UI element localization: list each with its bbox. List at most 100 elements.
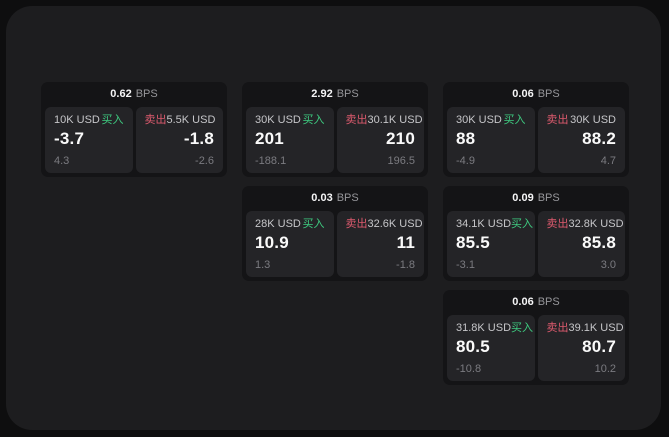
sell-tile[interactable]: 卖出 32.6K USD 11 -1.8 [336,211,424,277]
sell-price: 210 [386,129,415,148]
buy-sub-value: -3.1 [456,259,475,271]
quote-card: 0.09 BPS 34.1K USD 买入 85.5 -3.1 卖出 32.8K… [443,186,629,281]
buy-price: 88 [456,129,476,148]
buy-tile[interactable]: 31.8K USD 买入 80.5 -10.8 [447,315,535,381]
buy-side-label: 买入 [302,218,325,230]
sell-sub-value: 4.7 [600,155,616,167]
sell-sub-value: 3.0 [600,259,616,271]
sell-price: 88.2 [582,129,616,148]
buy-tile[interactable]: 34.1K USD 买入 85.5 -3.1 [447,211,535,277]
quote-card: 0.62 BPS 10K USD 买入 -3.7 4.3 卖出 5.5K USD… [41,82,227,177]
buy-sub-value: 1.3 [255,259,271,271]
tiles-row: 28K USD 买入 10.9 1.3 卖出 32.6K USD 11 -1.8 [242,211,428,281]
buy-sub-value: -188.1 [255,155,287,167]
card-header: 0.03 BPS [242,186,428,211]
bps-unit-label: BPS [537,192,560,204]
sell-side-label: 卖出 [546,114,569,126]
main-panel: 0.62 BPS 10K USD 买入 -3.7 4.3 卖出 5.5K USD… [6,6,661,430]
card-header: 0.62 BPS [41,82,227,107]
tiles-row: 10K USD 买入 -3.7 4.3 卖出 5.5K USD -1.8 -2.… [41,107,227,177]
sell-amount: 32.8K USD [568,218,624,230]
bps-value: 0.03 [311,192,333,204]
buy-side-label: 买入 [511,218,534,230]
sell-tile-header: 卖出 32.8K USD [546,218,624,230]
sell-amount: 39.1K USD [568,322,624,334]
buy-amount: 10K USD [54,114,100,126]
bps-unit-label: BPS [537,88,560,100]
buy-tile[interactable]: 28K USD 买入 10.9 1.3 [246,211,334,277]
sell-tile-header: 卖出 5.5K USD [144,114,216,126]
sell-tile[interactable]: 卖出 30K USD 88.2 4.7 [537,107,625,173]
tiles-row: 31.8K USD 买入 80.5 -10.8 卖出 39.1K USD 80.… [443,315,629,385]
buy-tile-header: 30K USD 买入 [255,114,325,126]
card-header: 2.92 BPS [242,82,428,107]
sell-amount: 30.1K USD [367,114,423,126]
buy-side-label: 买入 [302,114,325,126]
sell-price: 11 [396,233,415,252]
sell-side-label: 卖出 [144,114,167,126]
buy-tile-header: 10K USD 买入 [54,114,124,126]
sell-side-label: 卖出 [546,218,569,230]
card-header: 0.09 BPS [443,186,629,211]
sell-sub-value: 10.2 [594,363,616,375]
sell-tile[interactable]: 卖出 30.1K USD 210 196.5 [336,107,424,173]
sell-tile[interactable]: 卖出 32.8K USD 85.8 3.0 [537,211,625,277]
buy-price: 85.5 [456,233,490,252]
card-header: 0.06 BPS [443,290,629,315]
buy-amount: 28K USD [255,218,301,230]
tiles-row: 34.1K USD 买入 85.5 -3.1 卖出 32.8K USD 85.8… [443,211,629,281]
sell-amount: 30K USD [570,114,616,126]
buy-side-label: 买入 [503,114,526,126]
sell-sub-value: 196.5 [387,155,415,167]
sell-price: -1.8 [183,129,214,148]
sell-amount: 5.5K USD [166,114,216,126]
buy-amount: 30K USD [255,114,301,126]
bps-unit-label: BPS [537,296,560,308]
quote-card: 0.06 BPS 31.8K USD 买入 80.5 -10.8 卖出 39.1… [443,290,629,385]
buy-tile-header: 28K USD 买入 [255,218,325,230]
buy-amount: 30K USD [456,114,502,126]
buy-tile[interactable]: 30K USD 买入 201 -188.1 [246,107,334,173]
quotes-grid: 0.62 BPS 10K USD 买入 -3.7 4.3 卖出 5.5K USD… [41,82,629,385]
bps-unit-label: BPS [135,88,158,100]
sell-side-label: 卖出 [546,322,569,334]
tiles-row: 30K USD 买入 88 -4.9 卖出 30K USD 88.2 4.7 [443,107,629,177]
sell-side-label: 卖出 [345,218,368,230]
bps-value: 0.62 [110,88,132,100]
sell-sub-value: -1.8 [396,259,415,271]
sell-tile-header: 卖出 30.1K USD [345,114,423,126]
sell-tile[interactable]: 卖出 5.5K USD -1.8 -2.6 [135,107,223,173]
buy-tile-header: 34.1K USD 买入 [456,218,533,230]
sell-amount: 32.6K USD [367,218,423,230]
buy-tile[interactable]: 10K USD 买入 -3.7 4.3 [45,107,133,173]
bps-value: 2.92 [311,88,333,100]
tiles-row: 30K USD 买入 201 -188.1 卖出 30.1K USD 210 1… [242,107,428,177]
sell-tile[interactable]: 卖出 39.1K USD 80.7 10.2 [537,315,625,381]
buy-price: 10.9 [255,233,289,252]
buy-tile[interactable]: 30K USD 买入 88 -4.9 [447,107,535,173]
sell-tile-header: 卖出 32.6K USD [345,218,423,230]
quote-card: 2.92 BPS 30K USD 买入 201 -188.1 卖出 30.1K … [242,82,428,177]
bps-value: 0.09 [512,192,534,204]
buy-amount: 34.1K USD [456,218,512,230]
sell-side-label: 卖出 [345,114,368,126]
buy-amount: 31.8K USD [456,322,512,334]
sell-price: 85.8 [582,233,616,252]
buy-price: -3.7 [54,129,85,148]
sell-price: 80.7 [582,337,616,356]
buy-sub-value: 4.3 [54,155,70,167]
buy-side-label: 买入 [511,322,534,334]
card-header: 0.06 BPS [443,82,629,107]
buy-tile-header: 30K USD 买入 [456,114,526,126]
sell-sub-value: -2.6 [195,155,214,167]
bps-value: 0.06 [512,296,534,308]
buy-sub-value: -10.8 [456,363,482,375]
quote-card: 0.06 BPS 30K USD 买入 88 -4.9 卖出 30K USD 8… [443,82,629,177]
buy-side-label: 买入 [101,114,124,126]
buy-tile-header: 31.8K USD 买入 [456,322,533,334]
sell-tile-header: 卖出 39.1K USD [546,322,624,334]
bps-unit-label: BPS [336,88,359,100]
bps-value: 0.06 [512,88,534,100]
buy-sub-value: -4.9 [456,155,475,167]
bps-unit-label: BPS [336,192,359,204]
